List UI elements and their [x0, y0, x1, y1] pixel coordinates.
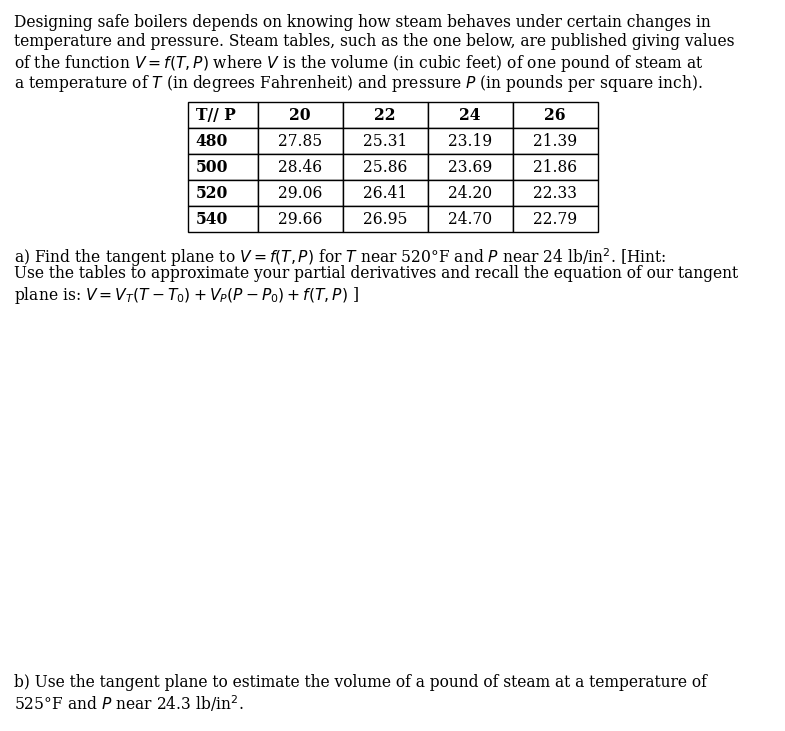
Text: temperature and pressure. Steam tables, such as the one below, are published giv: temperature and pressure. Steam tables, … [14, 34, 735, 50]
Text: 24.20: 24.20 [448, 184, 492, 202]
Text: plane is: $V = V_T(T - T_0) + V_P(P - P_0) + f(T, P)$ ]: plane is: $V = V_T(T - T_0) + V_P(P - P_… [14, 285, 359, 306]
Bar [513, 180, 597, 206]
Bar [428, 206, 513, 232]
Bar [513, 102, 597, 128]
Bar [342, 128, 428, 154]
Text: Use the tables to approximate your partial derivatives and recall the equation o: Use the tables to approximate your parti… [14, 265, 738, 282]
Text: 24.70: 24.70 [448, 211, 492, 227]
Bar [513, 206, 597, 232]
Bar [188, 102, 257, 128]
Text: 500: 500 [195, 159, 228, 175]
Bar [188, 206, 257, 232]
Bar [257, 102, 342, 128]
Text: 25.31: 25.31 [363, 132, 407, 150]
Text: 20: 20 [289, 107, 311, 124]
Bar [513, 128, 597, 154]
Bar [188, 154, 257, 180]
Text: 29.66: 29.66 [278, 211, 322, 227]
Bar [257, 154, 342, 180]
Text: 26.95: 26.95 [363, 211, 407, 227]
Bar [257, 206, 342, 232]
Text: 520: 520 [195, 184, 228, 202]
Bar [342, 154, 428, 180]
Bar [257, 180, 342, 206]
Bar [428, 128, 513, 154]
Text: 540: 540 [195, 211, 228, 227]
Bar [342, 180, 428, 206]
Bar [188, 128, 257, 154]
Text: Designing safe boilers depends on knowing how steam behaves under certain change: Designing safe boilers depends on knowin… [14, 14, 710, 31]
Bar [257, 128, 342, 154]
Text: 23.69: 23.69 [448, 159, 492, 175]
Bar [428, 102, 513, 128]
Text: a) Find the tangent plane to $V = f(T, P)$ for $T$ near 520°F and $P$ near 24 lb: a) Find the tangent plane to $V = f(T, P… [14, 246, 666, 269]
Text: 26: 26 [544, 107, 566, 124]
Text: 21.86: 21.86 [533, 159, 577, 175]
Text: 23.19: 23.19 [448, 132, 492, 150]
Text: 21.39: 21.39 [533, 132, 577, 150]
Text: a temperature of $T$ (in degrees Fahrenheit) and pressure $P$ (in pounds per squ: a temperature of $T$ (in degrees Fahrenh… [14, 72, 703, 94]
Text: 27.85: 27.85 [278, 132, 322, 150]
Text: 525°F and $P$ near 24.3 lb/in$^2$.: 525°F and $P$ near 24.3 lb/in$^2$. [14, 694, 243, 714]
Bar [342, 102, 428, 128]
Bar [513, 154, 597, 180]
Text: 22: 22 [374, 107, 396, 124]
Text: T// P: T// P [195, 107, 236, 124]
Text: 25.86: 25.86 [363, 159, 407, 175]
Text: 24: 24 [459, 107, 480, 124]
Text: b) Use the tangent plane to estimate the volume of a pound of steam at a tempera: b) Use the tangent plane to estimate the… [14, 674, 706, 691]
Text: 28.46: 28.46 [278, 159, 322, 175]
Text: 29.06: 29.06 [278, 184, 322, 202]
Text: 22.79: 22.79 [533, 211, 577, 227]
Text: 22.33: 22.33 [533, 184, 577, 202]
Text: 480: 480 [195, 132, 228, 150]
Bar [342, 206, 428, 232]
Text: 26.41: 26.41 [363, 184, 407, 202]
Bar [428, 154, 513, 180]
Bar [428, 180, 513, 206]
Bar [188, 180, 257, 206]
Text: of the function $V = f(T, P)$ where $V$ is the volume (in cubic feet) of one pou: of the function $V = f(T, P)$ where $V$ … [14, 53, 703, 74]
